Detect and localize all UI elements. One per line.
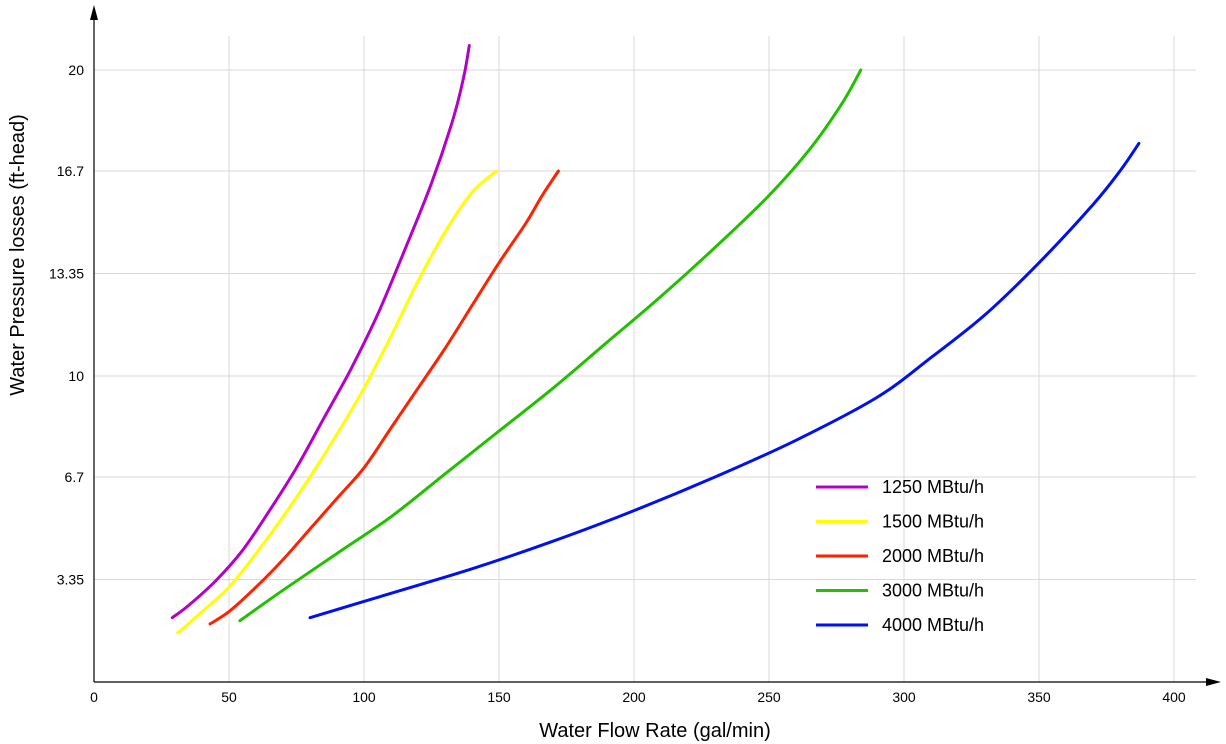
- x-tick-label: 150: [487, 689, 511, 705]
- x-tick-label: 400: [1162, 689, 1186, 705]
- legend-label-4000: 4000 MBtu/h: [882, 615, 984, 635]
- tick-labels: 0 50 100 150 200 250 300 350 400 3.35 6.7 10 13.35 16…: [49, 62, 1186, 705]
- x-tick-label: 300: [892, 689, 916, 705]
- legend: 1250 MBtu/h 1500 MBtu/h 2000 MBtu/h 3000 MB…: [816, 477, 984, 635]
- series-lines: [170, 44, 1141, 635]
- y-axis-title: Water Pressure losses (ft-head): [7, 114, 29, 396]
- y-tick-label: 13.35: [49, 265, 84, 281]
- series-line-1250: [170, 44, 471, 620]
- y-tick-label: 10: [68, 368, 84, 384]
- legend-label-1250: 1250 MBtu/h: [882, 477, 984, 497]
- x-tick-label: 50: [221, 689, 237, 705]
- legend-label-2000: 2000 MBtu/h: [882, 546, 984, 566]
- series-line-1500: [176, 169, 498, 635]
- x-axis-arrow: [1206, 678, 1221, 686]
- x-tick-label: 100: [352, 689, 376, 705]
- series-line-3000: [238, 68, 863, 623]
- x-tick-label: 200: [622, 689, 646, 705]
- y-tick-label: 6.7: [65, 469, 85, 485]
- y-tick-label: 16.7: [57, 163, 84, 179]
- legend-label-3000: 3000 MBtu/h: [882, 581, 984, 601]
- y-tick-label: 3.35: [57, 571, 84, 587]
- x-tick-label: 250: [757, 689, 781, 705]
- legend-label-1500: 1500 MBtu/h: [882, 512, 984, 532]
- grid-lines: [94, 36, 1196, 682]
- series-line-2000: [208, 169, 560, 626]
- x-tick-label: 0: [90, 689, 98, 705]
- x-axis-title: Water Flow Rate (gal/min): [539, 720, 771, 742]
- series-line-4000: [308, 141, 1141, 620]
- y-axis-arrow: [90, 5, 98, 20]
- x-tick-label: 350: [1027, 689, 1051, 705]
- y-tick-label: 20: [68, 62, 84, 78]
- axes: [90, 5, 1221, 686]
